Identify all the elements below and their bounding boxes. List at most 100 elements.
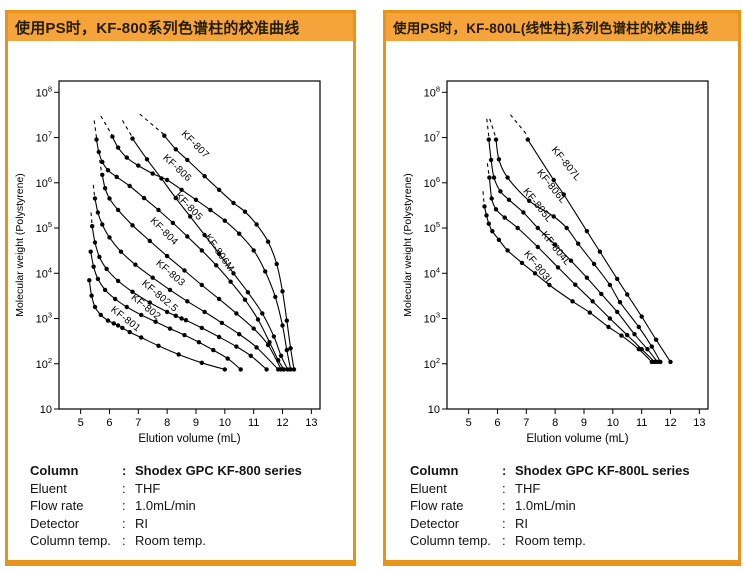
data-point <box>162 133 167 138</box>
data-point <box>90 224 95 229</box>
panel-title-kf800l: 使用PS时，KF-800L(线性柱)系列色谱柱的校准曲线 <box>393 21 709 36</box>
data-point <box>216 334 222 340</box>
data-point <box>182 268 187 273</box>
condition-row: Eluent: THF <box>30 480 302 498</box>
data-point <box>196 340 202 345</box>
data-point <box>92 196 98 201</box>
data-point <box>185 234 190 239</box>
condition-label: Detector <box>30 515 80 531</box>
data-point <box>280 323 285 328</box>
panel-kf800l-series: 使用PS时，KF-800L(线性柱)系列色谱柱的校准曲线 5 6 7 8 9 10 11 12… <box>383 10 741 566</box>
condition-label: Detector <box>410 515 460 531</box>
exclusion-limit-dash <box>489 118 496 136</box>
calibration-curve <box>91 226 267 370</box>
data-point <box>159 176 164 181</box>
conditions-table-kf800l: Column: Shodex GPC KF-800L series Eluent: T… <box>410 462 690 550</box>
data-point <box>228 279 233 284</box>
series-label: KF-803L <box>521 249 555 287</box>
data-point <box>584 275 590 280</box>
x-tick-label: 9 <box>581 417 587 429</box>
data-point <box>118 249 124 254</box>
exclusion-limit-dash <box>482 191 485 206</box>
data-point <box>115 145 121 150</box>
data-point <box>91 264 96 269</box>
data-point <box>188 214 193 219</box>
condition-value: RI <box>135 515 148 531</box>
data-point <box>242 209 248 214</box>
x-tick-label: 5 <box>466 417 472 429</box>
data-point <box>491 175 497 180</box>
series-KF-805: KF-805 <box>93 120 287 372</box>
y-tick-label: 107 <box>36 130 52 145</box>
data-point <box>95 210 101 215</box>
x-tick-label: 12 <box>276 417 288 429</box>
data-point <box>284 347 289 353</box>
data-point <box>649 344 654 349</box>
x-tick-label: 10 <box>607 417 619 429</box>
x-axis-title: Elution volume (mL) <box>138 433 240 445</box>
data-point <box>570 299 575 304</box>
data-point <box>113 296 118 302</box>
data-point <box>487 175 492 180</box>
data-point <box>576 241 581 246</box>
condition-separator: : <box>122 463 127 478</box>
data-point <box>130 289 135 294</box>
data-point <box>288 346 293 351</box>
data-point <box>264 367 269 372</box>
data-point <box>285 367 290 372</box>
data-point <box>636 324 641 330</box>
x-tick-label: 13 <box>305 417 317 429</box>
data-point <box>234 311 239 316</box>
data-point <box>139 335 144 340</box>
data-point <box>607 282 613 288</box>
y-axis-title: Molecular weight (Polystyrene) <box>402 173 414 317</box>
data-point <box>183 318 189 323</box>
calibration-chart-kf800: 5 6 7 8 9 10 11 12 13 10 102 103 104 105 106 107 108 Elut… <box>14 80 321 445</box>
panel-kf800-series: 使用PS时，KF-800系列色谱柱的校准曲线 5 6 7 8 9 10 11 12 13 10 10… <box>5 10 356 566</box>
data-point <box>133 262 138 267</box>
series-KF-805L: KF-805L <box>486 118 660 365</box>
calibration-chart-kf800l: 5 6 7 8 9 10 11 12 13 10 102 103 104 105 106 107 108 Elut… <box>402 80 709 445</box>
exclusion-limit-dash <box>121 120 133 137</box>
data-point <box>564 225 569 231</box>
data-point <box>532 271 538 276</box>
data-point <box>231 200 236 206</box>
data-point <box>100 222 105 227</box>
series-KF-806M: KF-806M <box>121 120 290 372</box>
data-point <box>92 304 98 310</box>
data-point <box>551 214 556 219</box>
x-tick-label: 12 <box>664 417 676 429</box>
data-point <box>216 251 222 256</box>
data-point <box>617 300 623 305</box>
data-point <box>496 237 502 242</box>
data-point <box>254 222 259 227</box>
x-tick-label: 7 <box>523 417 529 429</box>
data-point <box>130 136 135 141</box>
data-point <box>490 229 495 234</box>
data-point <box>179 187 184 192</box>
condition-label: Eluent <box>410 480 447 496</box>
condition-separator: : <box>122 480 126 496</box>
data-point <box>238 367 243 372</box>
data-point <box>486 221 491 226</box>
series-KF-806L: KF-806L <box>489 118 663 365</box>
data-point <box>234 344 239 349</box>
calibration-curve <box>527 139 671 363</box>
data-point <box>280 289 285 294</box>
condition-value: THF <box>515 480 541 496</box>
data-point <box>590 299 595 304</box>
x-tick-label: 8 <box>552 417 558 429</box>
calibration-curve <box>111 136 292 370</box>
data-point <box>202 232 207 238</box>
x-tick-label: 9 <box>193 417 199 429</box>
condition-row: Column temp.: Room temp. <box>410 532 690 550</box>
data-point <box>100 159 105 165</box>
data-point <box>668 359 673 365</box>
data-point <box>527 198 532 203</box>
condition-label: Eluent <box>30 480 67 496</box>
panel-header-kf800l: 使用PS时，KF-800L(线性柱)系列色谱柱的校准曲线 <box>386 13 738 41</box>
series-label: KF-805 <box>173 191 205 224</box>
data-point <box>231 271 236 276</box>
data-point <box>502 215 507 220</box>
data-point <box>114 174 119 180</box>
